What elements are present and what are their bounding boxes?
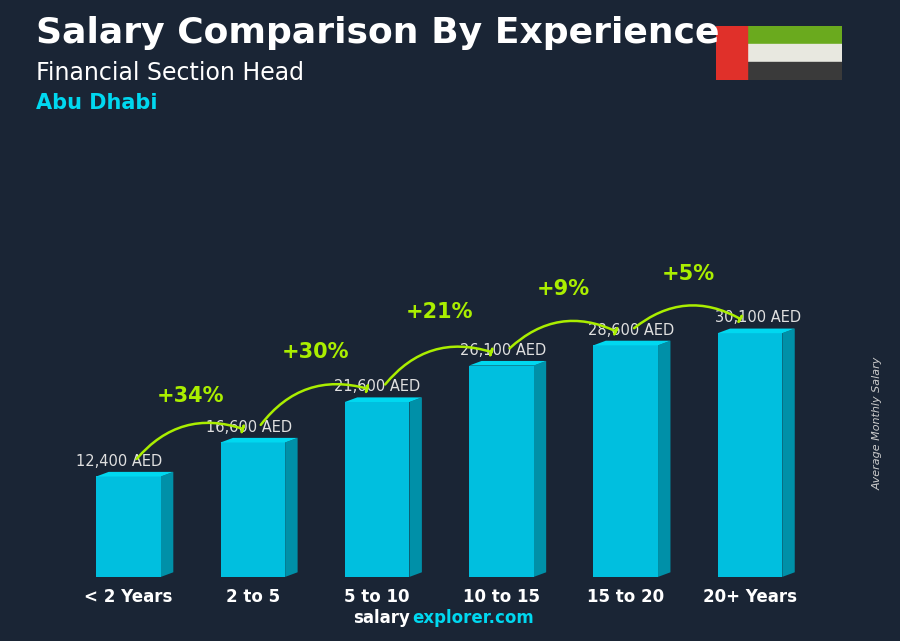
- Polygon shape: [285, 438, 298, 577]
- Text: +34%: +34%: [157, 386, 224, 406]
- Polygon shape: [96, 472, 174, 476]
- Polygon shape: [717, 329, 795, 333]
- Text: +5%: +5%: [662, 264, 715, 284]
- FancyBboxPatch shape: [345, 402, 410, 577]
- Text: explorer.com: explorer.com: [412, 609, 534, 627]
- Polygon shape: [345, 397, 422, 402]
- Bar: [716, 44, 842, 62]
- Polygon shape: [410, 397, 422, 577]
- Text: salary: salary: [353, 609, 410, 627]
- FancyBboxPatch shape: [96, 476, 161, 577]
- Text: Average Monthly Salary: Average Monthly Salary: [872, 356, 883, 490]
- Polygon shape: [534, 361, 546, 577]
- Text: +30%: +30%: [281, 342, 349, 362]
- Text: 21,600 AED: 21,600 AED: [334, 379, 420, 394]
- FancyBboxPatch shape: [717, 333, 782, 577]
- Text: Financial Section Head: Financial Section Head: [36, 61, 304, 85]
- Polygon shape: [469, 361, 546, 365]
- Text: Salary Comparison By Experience: Salary Comparison By Experience: [36, 16, 719, 50]
- Bar: [716, 26, 747, 80]
- Text: +21%: +21%: [406, 303, 473, 322]
- Polygon shape: [593, 341, 670, 345]
- Text: 12,400 AED: 12,400 AED: [76, 454, 163, 469]
- Text: 30,100 AED: 30,100 AED: [716, 310, 801, 326]
- Text: +9%: +9%: [537, 279, 590, 299]
- Polygon shape: [658, 341, 670, 577]
- FancyBboxPatch shape: [593, 345, 658, 577]
- Polygon shape: [161, 472, 174, 577]
- Text: 26,100 AED: 26,100 AED: [461, 343, 546, 358]
- Text: 16,600 AED: 16,600 AED: [205, 420, 292, 435]
- FancyBboxPatch shape: [220, 442, 285, 577]
- Polygon shape: [220, 438, 298, 442]
- FancyBboxPatch shape: [469, 365, 534, 577]
- Bar: [716, 62, 842, 80]
- Text: Abu Dhabi: Abu Dhabi: [36, 93, 158, 113]
- Text: 28,600 AED: 28,600 AED: [589, 322, 675, 338]
- Polygon shape: [782, 329, 795, 577]
- Bar: [716, 26, 842, 44]
